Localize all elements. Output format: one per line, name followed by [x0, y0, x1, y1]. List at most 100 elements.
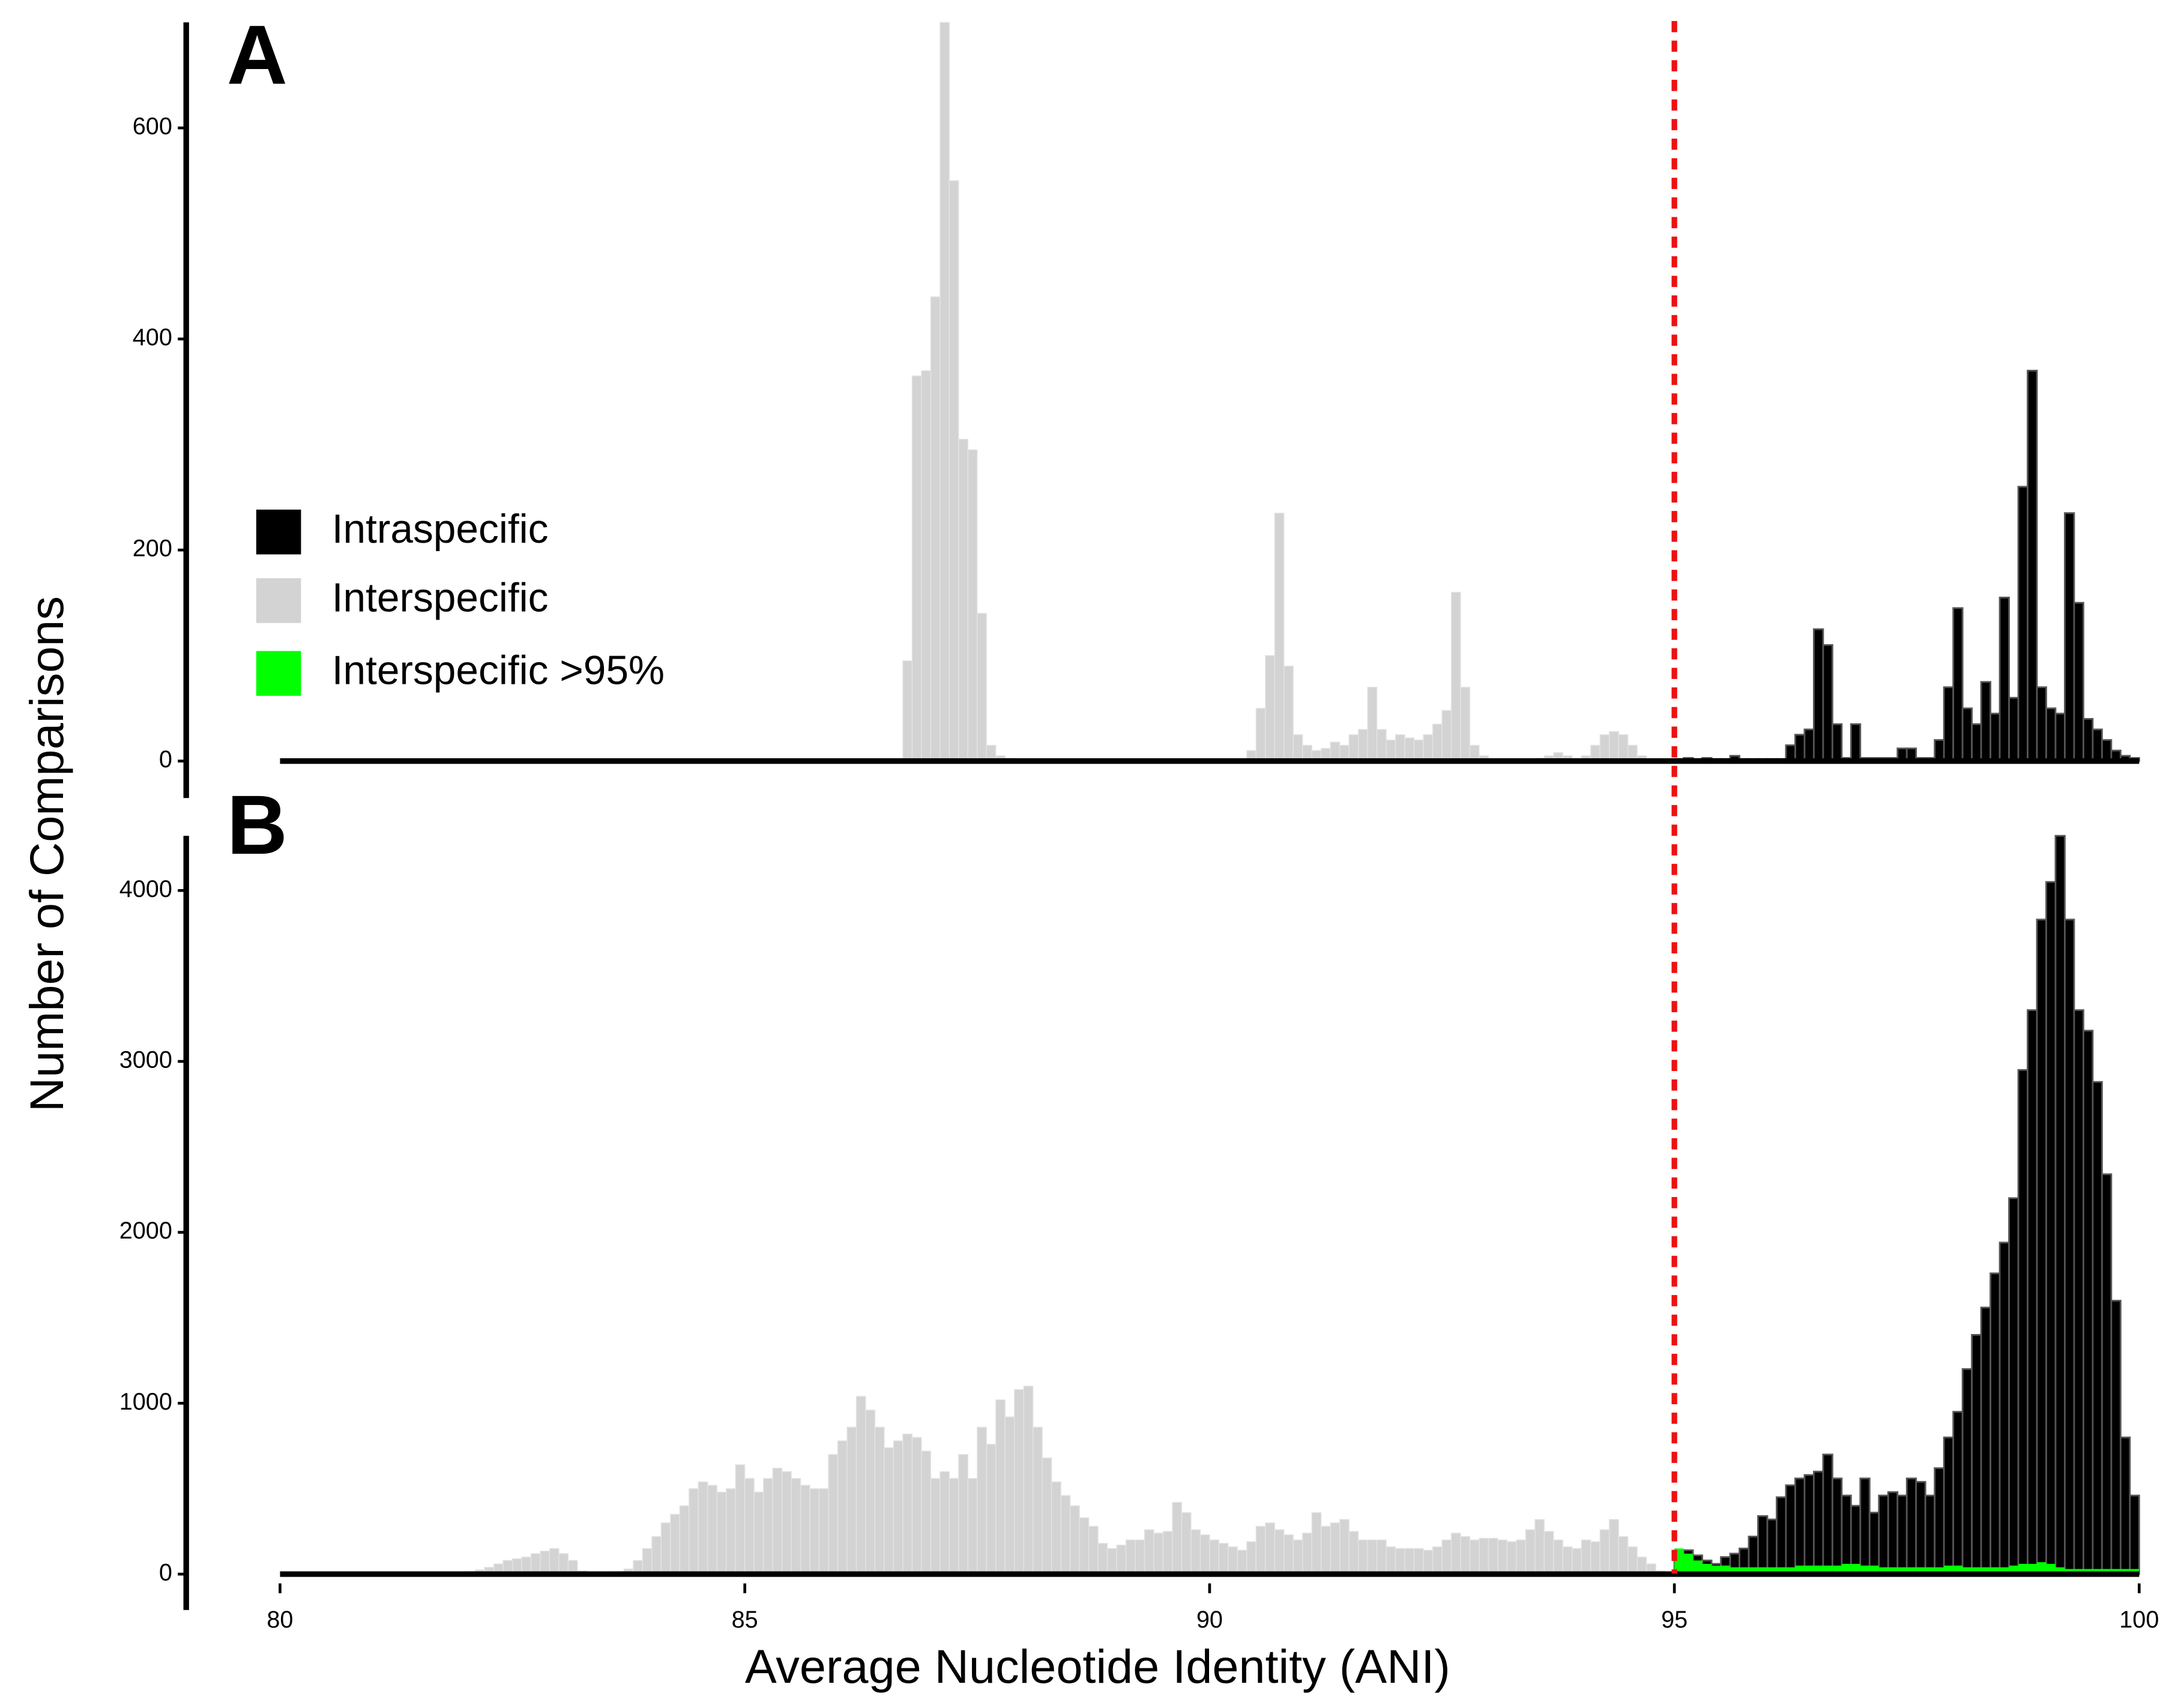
bar — [558, 1553, 569, 1575]
bar — [1153, 1532, 1164, 1575]
bar — [1386, 1546, 1396, 1575]
bar — [1460, 686, 1471, 762]
bar — [911, 1437, 922, 1575]
bar — [2027, 369, 2038, 762]
bar — [1934, 739, 1945, 762]
bar — [2064, 512, 2075, 762]
bar — [660, 1522, 671, 1575]
bar — [1562, 1546, 1573, 1575]
y-axis-title: Number of Comparisons — [20, 596, 73, 1112]
bar — [1822, 1453, 1833, 1575]
bar — [2045, 707, 2057, 762]
bar — [1803, 1474, 1815, 1575]
bar — [1757, 1515, 1769, 1575]
bar — [874, 1426, 885, 1575]
bar — [1812, 628, 1824, 762]
bar — [2017, 1069, 2029, 1575]
bar — [1413, 739, 1424, 762]
bar — [2083, 718, 2094, 762]
y-tick-label: 0 — [159, 1559, 172, 1586]
bar — [651, 1536, 662, 1575]
bar — [1237, 1550, 1247, 1575]
bar — [679, 1505, 690, 1575]
bar — [1989, 713, 2001, 762]
bar — [1599, 1529, 1610, 1575]
bar — [930, 296, 941, 762]
bar — [753, 1491, 764, 1575]
bar — [1367, 1539, 1378, 1575]
bar — [1572, 1548, 1582, 1575]
bar — [2036, 919, 2047, 1575]
bar — [735, 1464, 746, 1575]
bar — [884, 1447, 894, 1575]
y-tick-label: 2000 — [119, 1218, 172, 1244]
bar — [1831, 723, 1843, 762]
bar — [1060, 1495, 1071, 1575]
bar — [1330, 741, 1341, 762]
bar — [967, 1477, 978, 1575]
bar — [2073, 1009, 2084, 1575]
bar — [940, 22, 950, 762]
bar — [1896, 1494, 1908, 1575]
bar — [1841, 1494, 1852, 1575]
bar — [865, 1410, 876, 1575]
bar — [791, 1477, 801, 1575]
x-tick-label: 90 — [1196, 1607, 1223, 1633]
bar — [1888, 1567, 1898, 1575]
bar — [1971, 1334, 1982, 1575]
bar — [1776, 1567, 1786, 1575]
bar — [744, 1477, 755, 1575]
y-tick-label: 3000 — [119, 1046, 172, 1073]
bar — [2092, 1081, 2103, 1575]
bar — [846, 1426, 857, 1575]
bar — [2027, 1009, 2038, 1575]
panel-label: A — [227, 8, 288, 102]
bar — [1293, 1539, 1303, 1575]
bar — [1497, 1539, 1508, 1575]
bar — [1693, 1560, 1703, 1575]
bar — [1376, 1539, 1387, 1575]
bar — [670, 1513, 680, 1575]
bar — [921, 370, 932, 762]
bar — [949, 180, 959, 762]
bar — [1590, 1541, 1600, 1575]
bar — [1432, 1546, 1443, 1575]
bar — [800, 1485, 810, 1575]
bar — [1609, 1519, 1619, 1575]
bar — [1627, 1546, 1638, 1575]
bar — [1934, 1567, 1944, 1575]
bar — [698, 1481, 708, 1575]
bar — [1822, 644, 1833, 762]
x-axis-title: Average Nucleotide Identity (ANI) — [745, 1640, 1450, 1693]
bar — [828, 1454, 839, 1575]
bar — [1144, 1529, 1154, 1575]
x-tick-label: 100 — [2119, 1607, 2159, 1633]
y-tick-label: 200 — [133, 536, 172, 562]
bar — [1915, 1480, 1926, 1575]
bar — [1916, 1567, 1926, 1575]
bar — [1924, 1494, 1936, 1575]
bar — [1506, 1541, 1517, 1575]
bar — [1748, 1567, 1758, 1575]
bar — [1395, 734, 1405, 762]
bar — [1330, 1522, 1341, 1575]
y-tick-label: 400 — [133, 324, 172, 351]
bar — [1961, 1368, 1973, 1575]
series — [1673, 834, 2140, 1575]
bar — [1543, 1531, 1554, 1575]
bar — [1376, 729, 1387, 762]
bar — [940, 1471, 950, 1575]
bar — [1097, 1543, 1108, 1575]
bar — [2110, 1300, 2122, 1575]
bar — [1925, 1567, 1935, 1575]
bar — [1423, 734, 1434, 762]
bar — [1004, 1416, 1015, 1575]
bar — [1209, 1539, 1220, 1575]
bar — [1460, 1536, 1471, 1575]
bar — [1162, 1531, 1173, 1575]
bar — [1274, 512, 1285, 762]
bar — [1850, 723, 1862, 762]
bar — [1228, 1546, 1238, 1575]
bar — [772, 1467, 783, 1575]
